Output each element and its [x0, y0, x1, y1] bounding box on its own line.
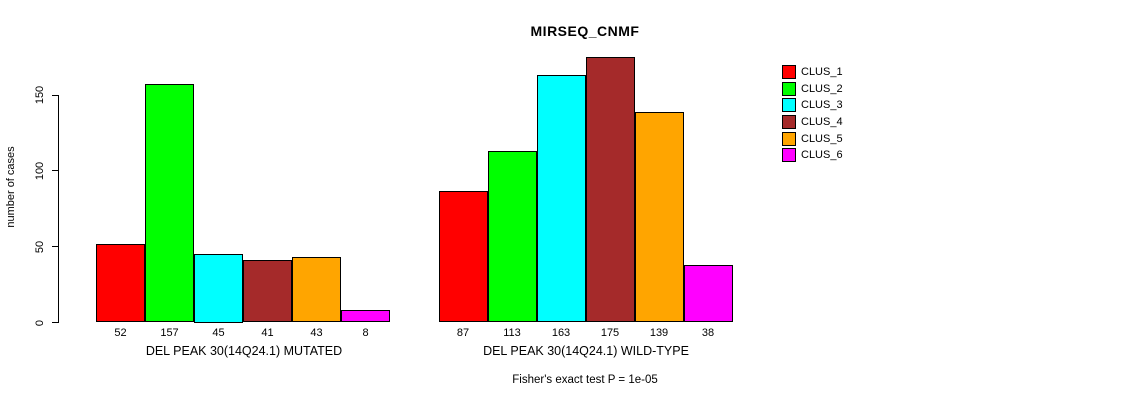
x-axis-label-wild-type: DEL PEAK 30(14Q24.1) WILD-TYPE — [483, 344, 689, 358]
bar-value-label: 113 — [503, 327, 521, 339]
legend-swatch-clus_2 — [782, 81, 796, 96]
bar-clus_2 — [487, 151, 537, 323]
legend-label: CLUS_5 — [801, 132, 843, 145]
bar-clus_6 — [341, 310, 390, 323]
legend-label: CLUS_2 — [801, 82, 843, 95]
legend-item-clus_6: CLUS_6 — [782, 147, 843, 164]
legend: CLUS_1 CLUS_2 CLUS_3 CLUS_4 CLUS_5 CLUS_6 — [782, 64, 843, 164]
legend-swatch-clus_4 — [782, 115, 796, 130]
bar-value-label: 38 — [701, 327, 715, 339]
bar-clus_3 — [194, 254, 243, 323]
y-axis-label: number of cases — [5, 146, 17, 228]
y-axis-tick-label: 150 — [34, 85, 46, 105]
legend-item-clus_3: CLUS_3 — [782, 97, 843, 114]
bar-value-label: 163 — [551, 327, 571, 339]
bar-clus_3 — [536, 75, 586, 323]
legend-item-clus_1: CLUS_1 — [782, 64, 843, 81]
legend-label: CLUS_1 — [801, 66, 843, 79]
legend-swatch-clus_6 — [782, 148, 796, 163]
bar-value-label: 157 — [160, 327, 179, 339]
bar-clus_1 — [96, 243, 145, 323]
legend-label: CLUS_4 — [801, 116, 843, 129]
legend-item-clus_4: CLUS_4 — [782, 114, 843, 131]
bar-value-label: 8 — [362, 327, 369, 339]
bar-value-label: 52 — [114, 327, 127, 339]
x-axis-label-mutated: DEL PEAK 30(14Q24.1) MUTATED — [145, 344, 343, 358]
bar-value-label: 41 — [261, 327, 274, 339]
chart-title: MIRSEQ_CNMF — [530, 23, 640, 39]
y-axis-tick — [51, 170, 58, 172]
bar-value-label: 45 — [212, 327, 225, 339]
y-axis-tick — [51, 322, 58, 323]
legend-item-clus_5: CLUS_5 — [782, 130, 843, 147]
legend-item-clus_2: CLUS_2 — [782, 81, 843, 98]
bar-clus_4 — [243, 260, 292, 323]
y-axis-line — [58, 95, 59, 323]
y-axis-tick — [51, 246, 58, 248]
bar-value-label: 87 — [456, 327, 470, 339]
y-axis-tick-label: 100 — [34, 161, 46, 181]
bar-value-label: 43 — [310, 327, 323, 339]
bar-clus_4 — [585, 57, 635, 323]
bar-clus_1 — [438, 190, 488, 323]
legend-label: CLUS_3 — [801, 99, 843, 112]
bar-clus_6 — [683, 264, 733, 323]
y-axis-tick-label: 50 — [34, 240, 46, 253]
bar-value-label: 175 — [600, 327, 620, 339]
y-axis-tick-label: 0 — [34, 319, 46, 326]
legend-swatch-clus_3 — [782, 98, 796, 113]
bar-clus_2 — [145, 84, 194, 323]
y-axis-tick — [51, 94, 58, 96]
bar-clus_5 — [292, 257, 341, 323]
legend-swatch-clus_1 — [782, 65, 796, 80]
legend-swatch-clus_5 — [782, 131, 796, 146]
fisher-test-footnote: Fisher's exact test P = 1e-05 — [512, 374, 658, 386]
bar-value-label: 139 — [649, 327, 669, 339]
bar-clus_5 — [634, 111, 684, 323]
legend-label: CLUS_6 — [801, 149, 843, 162]
